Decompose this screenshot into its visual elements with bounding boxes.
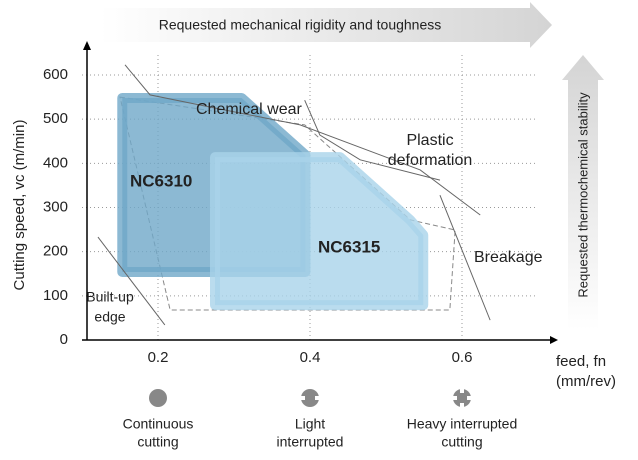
envelope [119,96,456,311]
banner-top: Requested mechanical rigidity and toughn… [159,17,442,33]
y-tick-label: 500 [43,110,68,127]
y-tick-label: 600 [43,66,68,83]
y-tick-label: 100 [43,287,68,304]
x-tick-label: 0.4 [300,349,321,366]
y-tick-label: 0 [60,331,68,348]
y-tick-label: 400 [43,154,68,171]
cutting-label: Light [295,416,325,432]
y-axis-arrow [83,41,91,50]
y-tick-label: 200 [43,243,68,260]
icon-slot [467,396,472,400]
annotation: deformation [388,152,473,169]
banner-arrow [100,2,552,48]
cutting-icon [149,389,167,407]
cutting-icon [453,389,471,407]
y-axis-label: Cutting speed, vc (m/min) [11,120,28,291]
cutting-label: cutting [441,434,482,450]
x-tick-label: 0.2 [148,349,169,366]
banner-right: Requested thermochemical stability [575,92,590,298]
annotation: Breakage [474,249,543,266]
cutting-label: Heavy interrupted [407,416,518,432]
y-tick-label: 300 [43,198,68,215]
cutting-icon [301,389,319,407]
cutting-label: interrupted [277,434,344,450]
icon-slot [460,403,464,408]
annotation: Built-up [86,289,134,305]
x-axis-arrow [550,336,558,344]
banner-arrow [562,55,604,330]
x-axis-label: (mm/rev) [556,373,616,390]
boundary-line [97,236,166,326]
annotation: Plastic [406,132,453,149]
annotation: Chemical wear [196,101,302,118]
icon-slot [460,388,464,393]
x-axis-label: feed, fn [556,353,606,370]
boundary-line [439,194,491,321]
region-label: NC6315 [318,237,380,256]
annotation: edge [94,309,125,325]
region-label: NC6310 [130,171,192,190]
cutting-label: Continuous [123,416,194,432]
icon-slot [300,396,305,400]
x-tick-label: 0.6 [452,349,473,366]
cutting-label: cutting [137,434,178,450]
icon-slot [452,396,457,400]
icon-slot [315,396,320,400]
region [210,152,429,311]
boundary-line [304,99,441,181]
